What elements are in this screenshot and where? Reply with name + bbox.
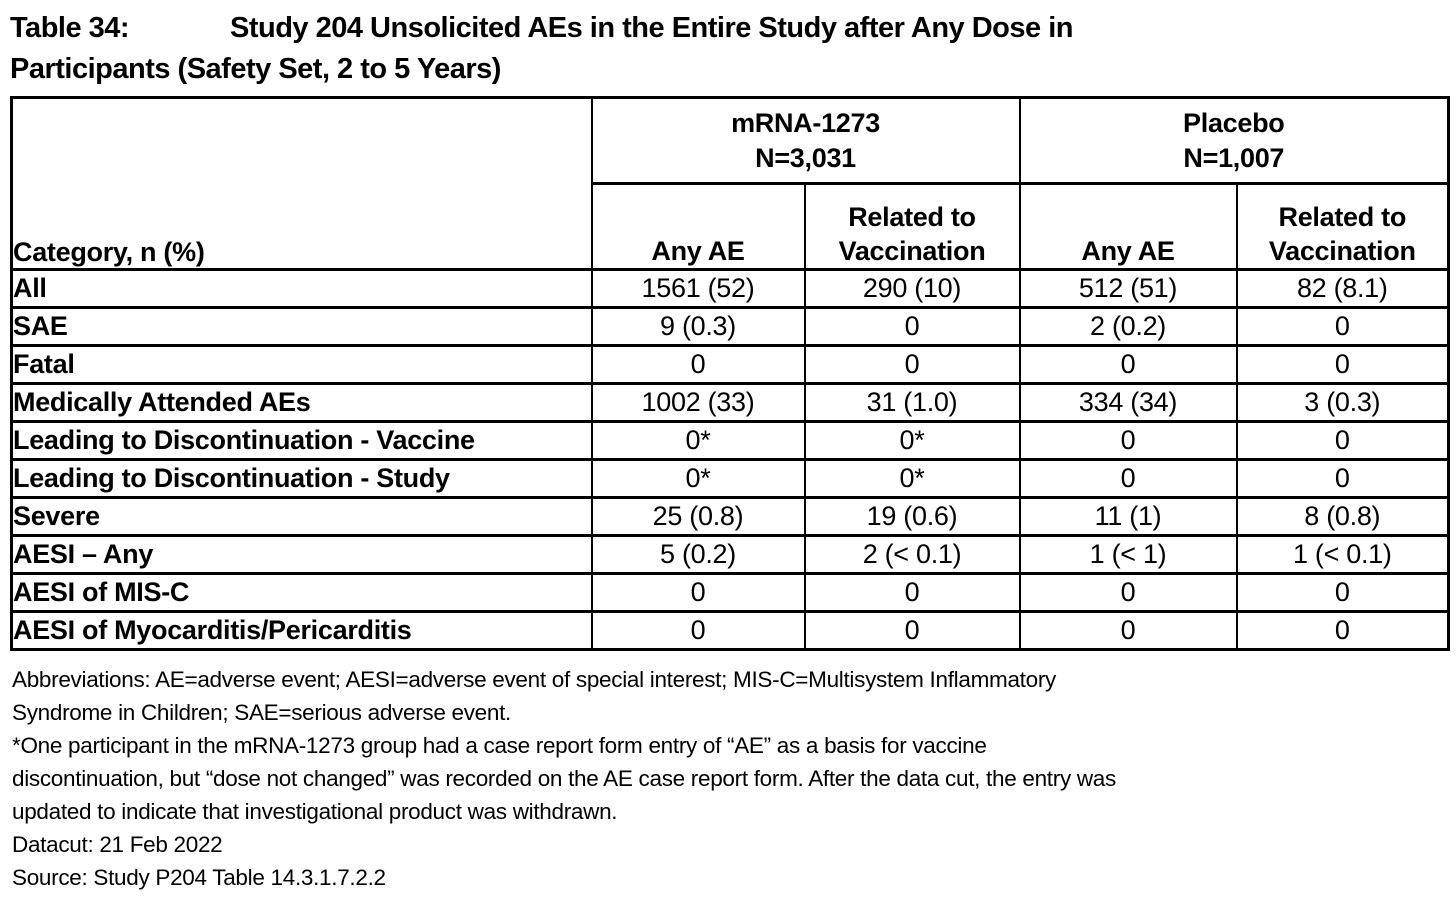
- title-text-1: Study 204 Unsolicited AEs in the Entire …: [230, 12, 1073, 44]
- row-category: AESI of Myocarditis/Pericarditis: [10, 610, 593, 651]
- sub-header-row: Any AE Related to Vaccination Any AE Rel…: [12, 182, 1450, 271]
- cell-value: 0*: [803, 458, 1021, 499]
- cell-value: 5 (0.2): [590, 534, 806, 575]
- table-number-label: Table 34:: [10, 12, 130, 44]
- group-header-placebo: Placebo N=1,007: [1018, 96, 1450, 185]
- group-header-row: Category, n (%) mRNA-1273 N=3,031 Placeb…: [10, 96, 1450, 271]
- row-category: SAE: [10, 306, 593, 347]
- cell-value: 1561 (52): [590, 268, 806, 309]
- cell-value: 0: [803, 344, 1021, 385]
- cell-value: 1 (< 1): [1018, 534, 1238, 575]
- group-header-mrna1273: mRNA-1273 N=3,031: [590, 96, 1021, 185]
- subheader-related-label: Related to Vaccination: [1268, 202, 1416, 266]
- cell-value: 0: [1235, 420, 1450, 461]
- cell-value: 0: [1018, 572, 1238, 613]
- title-line-2: Participants (Safety Set, 2 to 5 Years): [10, 53, 501, 85]
- cell-value: 0: [803, 572, 1021, 613]
- footnote-abbreviations-line-2: Syndrome in Children; SAE=serious advers…: [12, 700, 511, 725]
- category-column-header: Category, n (%): [10, 96, 593, 271]
- cell-value: 0: [1018, 610, 1238, 651]
- cell-value: 2 (0.2): [1018, 306, 1238, 347]
- cell-value: 0: [590, 572, 806, 613]
- subheader-placebo-any-ae: Any AE: [1018, 182, 1238, 271]
- table-row-discontinuation-study: Leading to Discontinuation - Study 0* 0*…: [10, 458, 1450, 499]
- table-row-discontinuation-vaccine: Leading to Discontinuation - Vaccine 0* …: [10, 420, 1450, 461]
- cell-value: 0: [1235, 306, 1450, 347]
- cell-value: 0*: [590, 458, 806, 499]
- subheader-related-label: Related to Vaccination: [838, 202, 986, 266]
- subheader-placebo-related: Related to Vaccination: [1235, 182, 1450, 271]
- cell-value: 290 (10): [803, 268, 1021, 309]
- table-row-sae: SAE 9 (0.3) 0 2 (0.2) 0: [10, 306, 1450, 347]
- cell-value: 0: [1235, 572, 1450, 613]
- row-category: Leading to Discontinuation - Study: [10, 458, 593, 499]
- table-row-aesi-myocarditis: AESI of Myocarditis/Pericarditis 0 0 0 0: [10, 610, 1450, 651]
- table-row-fatal: Fatal 0 0 0 0: [10, 344, 1450, 385]
- cell-value: 31 (1.0): [803, 382, 1021, 423]
- cell-value: 82 (8.1): [1235, 268, 1450, 309]
- table-row-severe: Severe 25 (0.8) 19 (0.6) 11 (1) 8 (0.8): [10, 496, 1450, 537]
- cell-value: 3 (0.3): [1235, 382, 1450, 423]
- cell-value: 0: [803, 306, 1021, 347]
- table-row-all: All 1561 (52) 290 (10) 512 (51) 82 (8.1): [10, 268, 1450, 309]
- footnotes: Abbreviations: AE=adverse event; AESI=ad…: [12, 663, 1456, 894]
- group-name-placebo: Placebo: [1183, 107, 1285, 138]
- table-row-aesi-misc: AESI of MIS-C 0 0 0 0: [10, 572, 1450, 613]
- cell-value: 1 (< 0.1): [1235, 534, 1450, 575]
- cell-value: 334 (34): [1018, 382, 1238, 423]
- cell-value: 1002 (33): [590, 382, 806, 423]
- cell-value: 0: [1018, 344, 1238, 385]
- table-row-medically-attended: Medically Attended AEs 1002 (33) 31 (1.0…: [10, 382, 1450, 423]
- cell-value: 2 (< 0.1): [803, 534, 1021, 575]
- cell-value: 512 (51): [1018, 268, 1238, 309]
- cell-value: 0: [1018, 458, 1238, 499]
- subheader-mrna-related: Related to Vaccination: [803, 182, 1021, 271]
- cell-value: 19 (0.6): [803, 496, 1021, 537]
- cell-value: 0: [590, 344, 806, 385]
- group-name-mrna1273: mRNA-1273: [731, 107, 880, 138]
- cell-value: 0: [803, 610, 1021, 651]
- row-category: AESI of MIS-C: [10, 572, 593, 613]
- cell-value: 0*: [590, 420, 806, 461]
- cell-value: 0: [1018, 420, 1238, 461]
- cell-value: 8 (0.8): [1235, 496, 1450, 537]
- footnote-asterisk-line-2: discontinuation, but “dose not changed” …: [12, 766, 1116, 791]
- table-row-aesi-any: AESI – Any 5 (0.2) 2 (< 0.1) 1 (< 1) 1 (…: [10, 534, 1450, 575]
- row-category: Severe: [10, 496, 593, 537]
- subheader-mrna-any-ae: Any AE: [590, 182, 806, 271]
- row-category: Fatal: [10, 344, 593, 385]
- footnote-source: Source: Study P204 Table 14.3.1.7.2.2: [12, 865, 386, 890]
- row-category: Leading to Discontinuation - Vaccine: [10, 420, 593, 461]
- group-n-mrna1273: N=3,031: [755, 142, 856, 173]
- row-category: Medically Attended AEs: [10, 382, 593, 423]
- title-line-1: Table 34: Study 204 Unsolicited AEs in th…: [10, 8, 1446, 49]
- table-title: Table 34: Study 204 Unsolicited AEs in th…: [0, 0, 1456, 90]
- footnote-datacut: Datacut: 21 Feb 2022: [12, 832, 223, 857]
- row-category: All: [10, 268, 593, 309]
- cell-value: 0: [1235, 344, 1450, 385]
- cell-value: 25 (0.8): [590, 496, 806, 537]
- footnote-asterisk-line-3: updated to indicate that investigational…: [12, 799, 618, 824]
- cell-value: 0: [1235, 610, 1450, 651]
- ae-summary-table: Category, n (%) mRNA-1273 N=3,031 Placeb…: [10, 96, 1451, 651]
- cell-value: 0: [1235, 458, 1450, 499]
- cell-value: 9 (0.3): [590, 306, 806, 347]
- group-n-placebo: N=1,007: [1183, 142, 1285, 173]
- cell-value: 0*: [803, 420, 1021, 461]
- cell-value: 0: [590, 610, 806, 651]
- footnote-abbreviations-line-1: Abbreviations: AE=adverse event; AESI=ad…: [12, 667, 1056, 692]
- cell-value: 11 (1): [1018, 496, 1238, 537]
- footnote-asterisk-line-1: *One participant in the mRNA-1273 group …: [12, 733, 987, 758]
- row-category: AESI – Any: [10, 534, 593, 575]
